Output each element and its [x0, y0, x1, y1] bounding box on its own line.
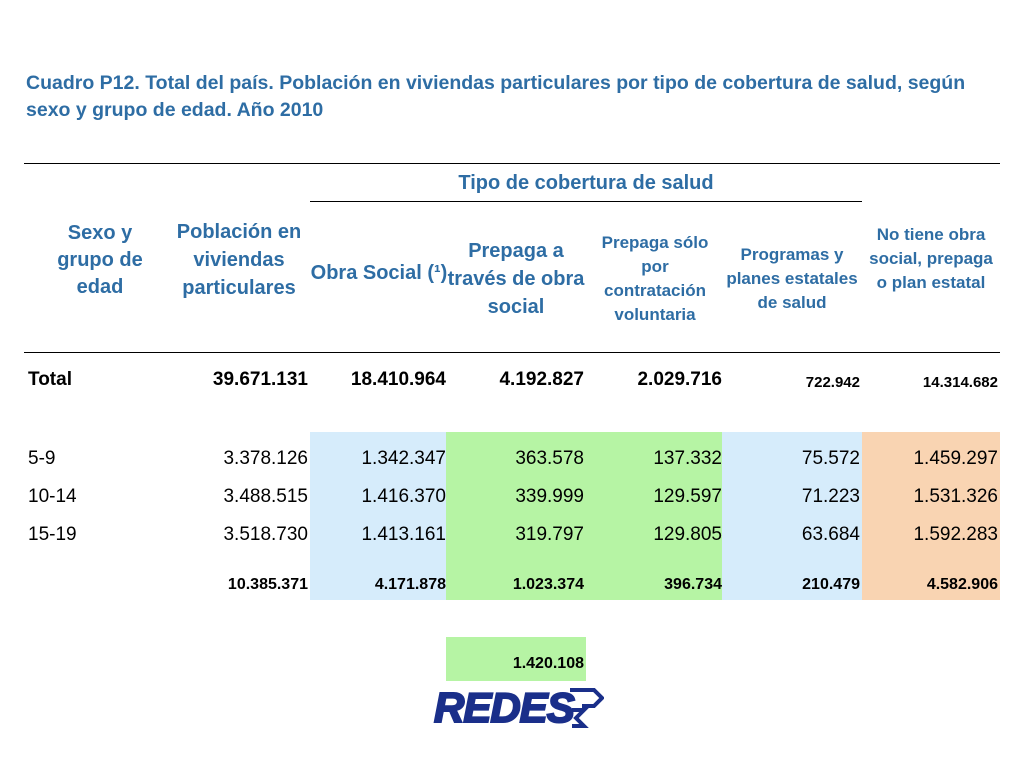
subtotal-programas: 210.479 — [802, 576, 860, 593]
row-5-9-label: 5-9 — [28, 448, 56, 469]
row-10-14-prepaga-vol: 129.597 — [653, 486, 722, 507]
extra-total-box — [446, 637, 586, 681]
redes-logo-text: REDES — [434, 684, 575, 730]
row-10-14-obra-social: 1.416.370 — [361, 486, 446, 507]
row-10-14-prepaga-os: 339.999 — [515, 486, 584, 507]
row-total-obra-social: 18.410.964 — [350, 369, 446, 390]
bg-obra-social — [310, 432, 446, 600]
redes-logo: REDES — [433, 684, 604, 730]
header-no-tiene: No tiene obra social, prepaga o plan est… — [869, 225, 993, 292]
bg-programas — [722, 432, 862, 600]
row-5-9-prepaga-os: 363.578 — [515, 448, 584, 469]
row-total-label: Total — [28, 369, 72, 390]
row-15-19-prepaga-os: 319.797 — [515, 524, 584, 545]
row-10-14-label: 10-14 — [28, 486, 77, 507]
row-10-14-poblacion: 3.488.515 — [223, 486, 308, 507]
subtotal-poblacion: 10.385.371 — [227, 576, 308, 593]
bg-prepaga-os — [446, 432, 586, 600]
row-total-prepaga-os: 4.192.827 — [499, 369, 584, 390]
row-5-9-prepaga-vol: 137.332 — [653, 448, 722, 469]
header-bottom-rule — [24, 352, 1000, 353]
row-total-no-tiene: 14.314.682 — [922, 374, 998, 391]
row-total-programas: 722.942 — [805, 374, 860, 391]
header-sexo-grupo-edad: Sexo y grupo de edad — [57, 221, 143, 298]
header-prepaga-voluntaria: Prepaga sólo por contratación voluntaria — [601, 233, 709, 324]
row-10-14-programas: 71.223 — [801, 486, 860, 507]
redes-arrow-icon — [570, 688, 604, 708]
bg-no-tiene — [862, 432, 1000, 600]
row-15-19-label: 15-19 — [28, 524, 77, 545]
row-total-poblacion: 39.671.131 — [212, 369, 308, 390]
bg-prepaga-vol — [586, 432, 722, 600]
row-5-9-programas: 75.572 — [801, 448, 860, 469]
row-15-19-poblacion: 3.518.730 — [223, 524, 308, 545]
subtotal-obra-social: 4.171.878 — [374, 576, 446, 593]
header-poblacion: Población en viviendas particulares — [176, 221, 302, 299]
row-15-19-obra-social: 1.413.161 — [361, 524, 446, 545]
row-15-19-no-tiene: 1.592.283 — [913, 524, 998, 545]
header-tipo-cobertura: Tipo de cobertura de salud — [458, 171, 714, 194]
subtotal-no-tiene: 4.582.906 — [926, 576, 998, 593]
group-rule — [310, 201, 862, 202]
header-prepaga-obra-social: Prepaga a través de obra social — [447, 240, 585, 318]
row-10-14-no-tiene: 1.531.326 — [913, 486, 998, 507]
subtotal-prepaga-os: 1.023.374 — [512, 576, 584, 593]
row-15-19-programas: 63.684 — [801, 524, 860, 545]
row-15-19-prepaga-vol: 129.805 — [653, 524, 722, 545]
table-title: Cuadro P12. Total del país. Población en… — [26, 72, 966, 121]
top-rule — [24, 163, 1000, 164]
row-total-prepaga-vol: 2.029.716 — [637, 369, 722, 390]
row-5-9-no-tiene: 1.459.297 — [913, 448, 998, 469]
row-5-9-poblacion: 3.378.126 — [223, 448, 308, 469]
row-5-9-obra-social: 1.342.347 — [361, 448, 446, 469]
extra-total-value: 1.420.108 — [512, 655, 584, 672]
subtotal-prepaga-vol: 396.734 — [664, 576, 722, 593]
header-programas-estatales: Programas y planes estatales de salud — [726, 245, 858, 312]
header-obra-social: Obra Social (¹) — [310, 262, 448, 284]
